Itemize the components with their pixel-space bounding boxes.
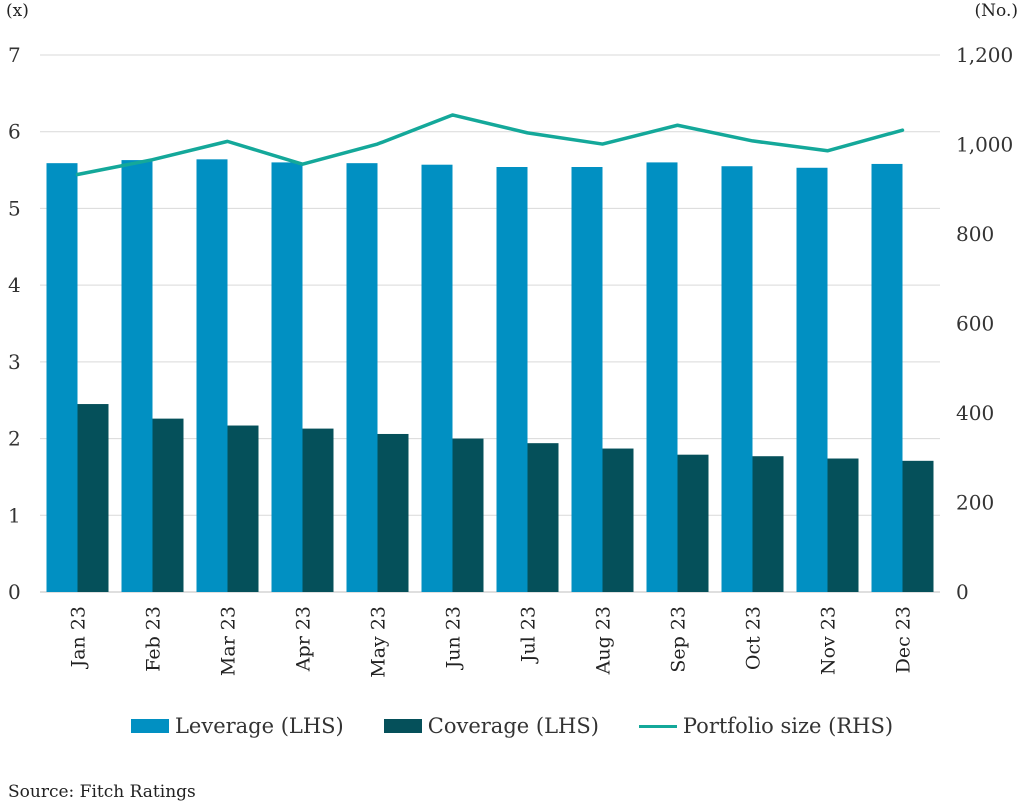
right-axis-unit: (No.) — [975, 1, 1018, 21]
x-tick-label: Aug 23 — [593, 606, 615, 675]
right-tick-label: 1,200 — [956, 43, 1013, 67]
left-tick-label: 5 — [8, 196, 21, 220]
coverage-bar — [452, 438, 484, 592]
coverage-bar — [77, 404, 109, 592]
x-tick-label: Jun 23 — [443, 606, 465, 670]
coverage-bar — [302, 428, 334, 592]
bars — [46, 159, 934, 593]
left-tick-label: 7 — [8, 43, 21, 67]
leverage-bar — [496, 167, 528, 592]
legend-label-portfolio: Portfolio size (RHS) — [682, 714, 894, 738]
x-tick-label: Oct 23 — [743, 606, 765, 670]
right-tick-label: 200 — [956, 491, 994, 515]
left-tick-label: 3 — [8, 350, 21, 374]
x-axis-ticks: Jan 23 Feb 23 Mar 23 Apr 23 May 23 Jun 23 Jul … — [68, 606, 915, 678]
legend-swatch-portfolio — [638, 724, 677, 728]
legend-item-coverage: Coverage (LHS) — [383, 714, 599, 738]
leverage-bar — [871, 163, 903, 593]
leverage-bar — [271, 162, 303, 592]
left-axis-unit: (x) — [6, 1, 29, 21]
right-axis-ticks: 0 200 400 600 800 1,000 1,200 — [956, 43, 1013, 604]
left-tick-label: 2 — [8, 427, 21, 451]
coverage-bar — [752, 456, 784, 592]
coverage-bar — [377, 433, 409, 592]
x-tick-label: Nov 23 — [818, 606, 840, 675]
coverage-bar — [152, 418, 184, 592]
leverage-bar — [721, 166, 753, 592]
leverage-bar — [346, 163, 378, 592]
leverage-bar — [196, 159, 228, 592]
coverage-bar — [677, 454, 709, 592]
right-tick-label: 400 — [956, 401, 994, 425]
leverage-bar — [421, 164, 453, 593]
coverage-bar — [827, 458, 859, 592]
leverage-bar — [571, 167, 603, 592]
coverage-bar — [527, 443, 559, 592]
leverage-bar — [646, 162, 678, 592]
legend-swatch-coverage — [383, 719, 422, 733]
coverage-bar — [227, 425, 259, 592]
x-tick-label: Jul 23 — [518, 606, 540, 664]
source-note: Source: Fitch Ratings — [8, 782, 196, 802]
left-tick-label: 6 — [8, 120, 21, 144]
leverage-bar — [121, 160, 153, 592]
combo-chart: 0 1 2 3 4 5 6 7 0 200 400 600 800 1,000 1,200 Jan 23 F… — [6, 1, 1018, 678]
legend-label-coverage: Coverage (LHS) — [427, 714, 599, 738]
right-tick-label: 1,000 — [956, 133, 1013, 157]
gridlines — [40, 54, 940, 593]
left-tick-label: 0 — [8, 580, 21, 604]
coverage-bar — [902, 460, 934, 592]
x-tick-label: Sep 23 — [668, 606, 690, 673]
right-tick-label: 600 — [956, 312, 994, 336]
left-tick-label: 4 — [8, 273, 21, 297]
legend-item-portfolio: Portfolio size (RHS) — [638, 714, 894, 738]
x-tick-label: Jan 23 — [68, 606, 90, 669]
right-tick-label: 0 — [956, 580, 969, 604]
leverage-bar — [796, 167, 828, 592]
x-tick-label: May 23 — [368, 606, 390, 678]
x-tick-label: Feb 23 — [143, 606, 165, 672]
legend-item-leverage: Leverage (LHS) — [130, 714, 344, 738]
leverage-bar — [46, 163, 78, 592]
chart-legend: Leverage (LHS) Coverage (LHS) Portfolio … — [0, 714, 1024, 738]
coverage-bar — [602, 448, 634, 592]
left-axis-ticks: 0 1 2 3 4 5 6 7 — [8, 43, 21, 604]
x-tick-label: Mar 23 — [218, 606, 240, 676]
legend-label-leverage: Leverage (LHS) — [174, 714, 344, 738]
portfolio-line — [75, 113, 905, 177]
x-tick-label: Apr 23 — [293, 606, 315, 672]
legend-swatch-leverage — [130, 719, 169, 733]
left-tick-label: 1 — [8, 503, 21, 527]
x-tick-label: Dec 23 — [893, 606, 915, 673]
right-tick-label: 800 — [956, 222, 994, 246]
portfolio-line-group — [75, 113, 905, 177]
